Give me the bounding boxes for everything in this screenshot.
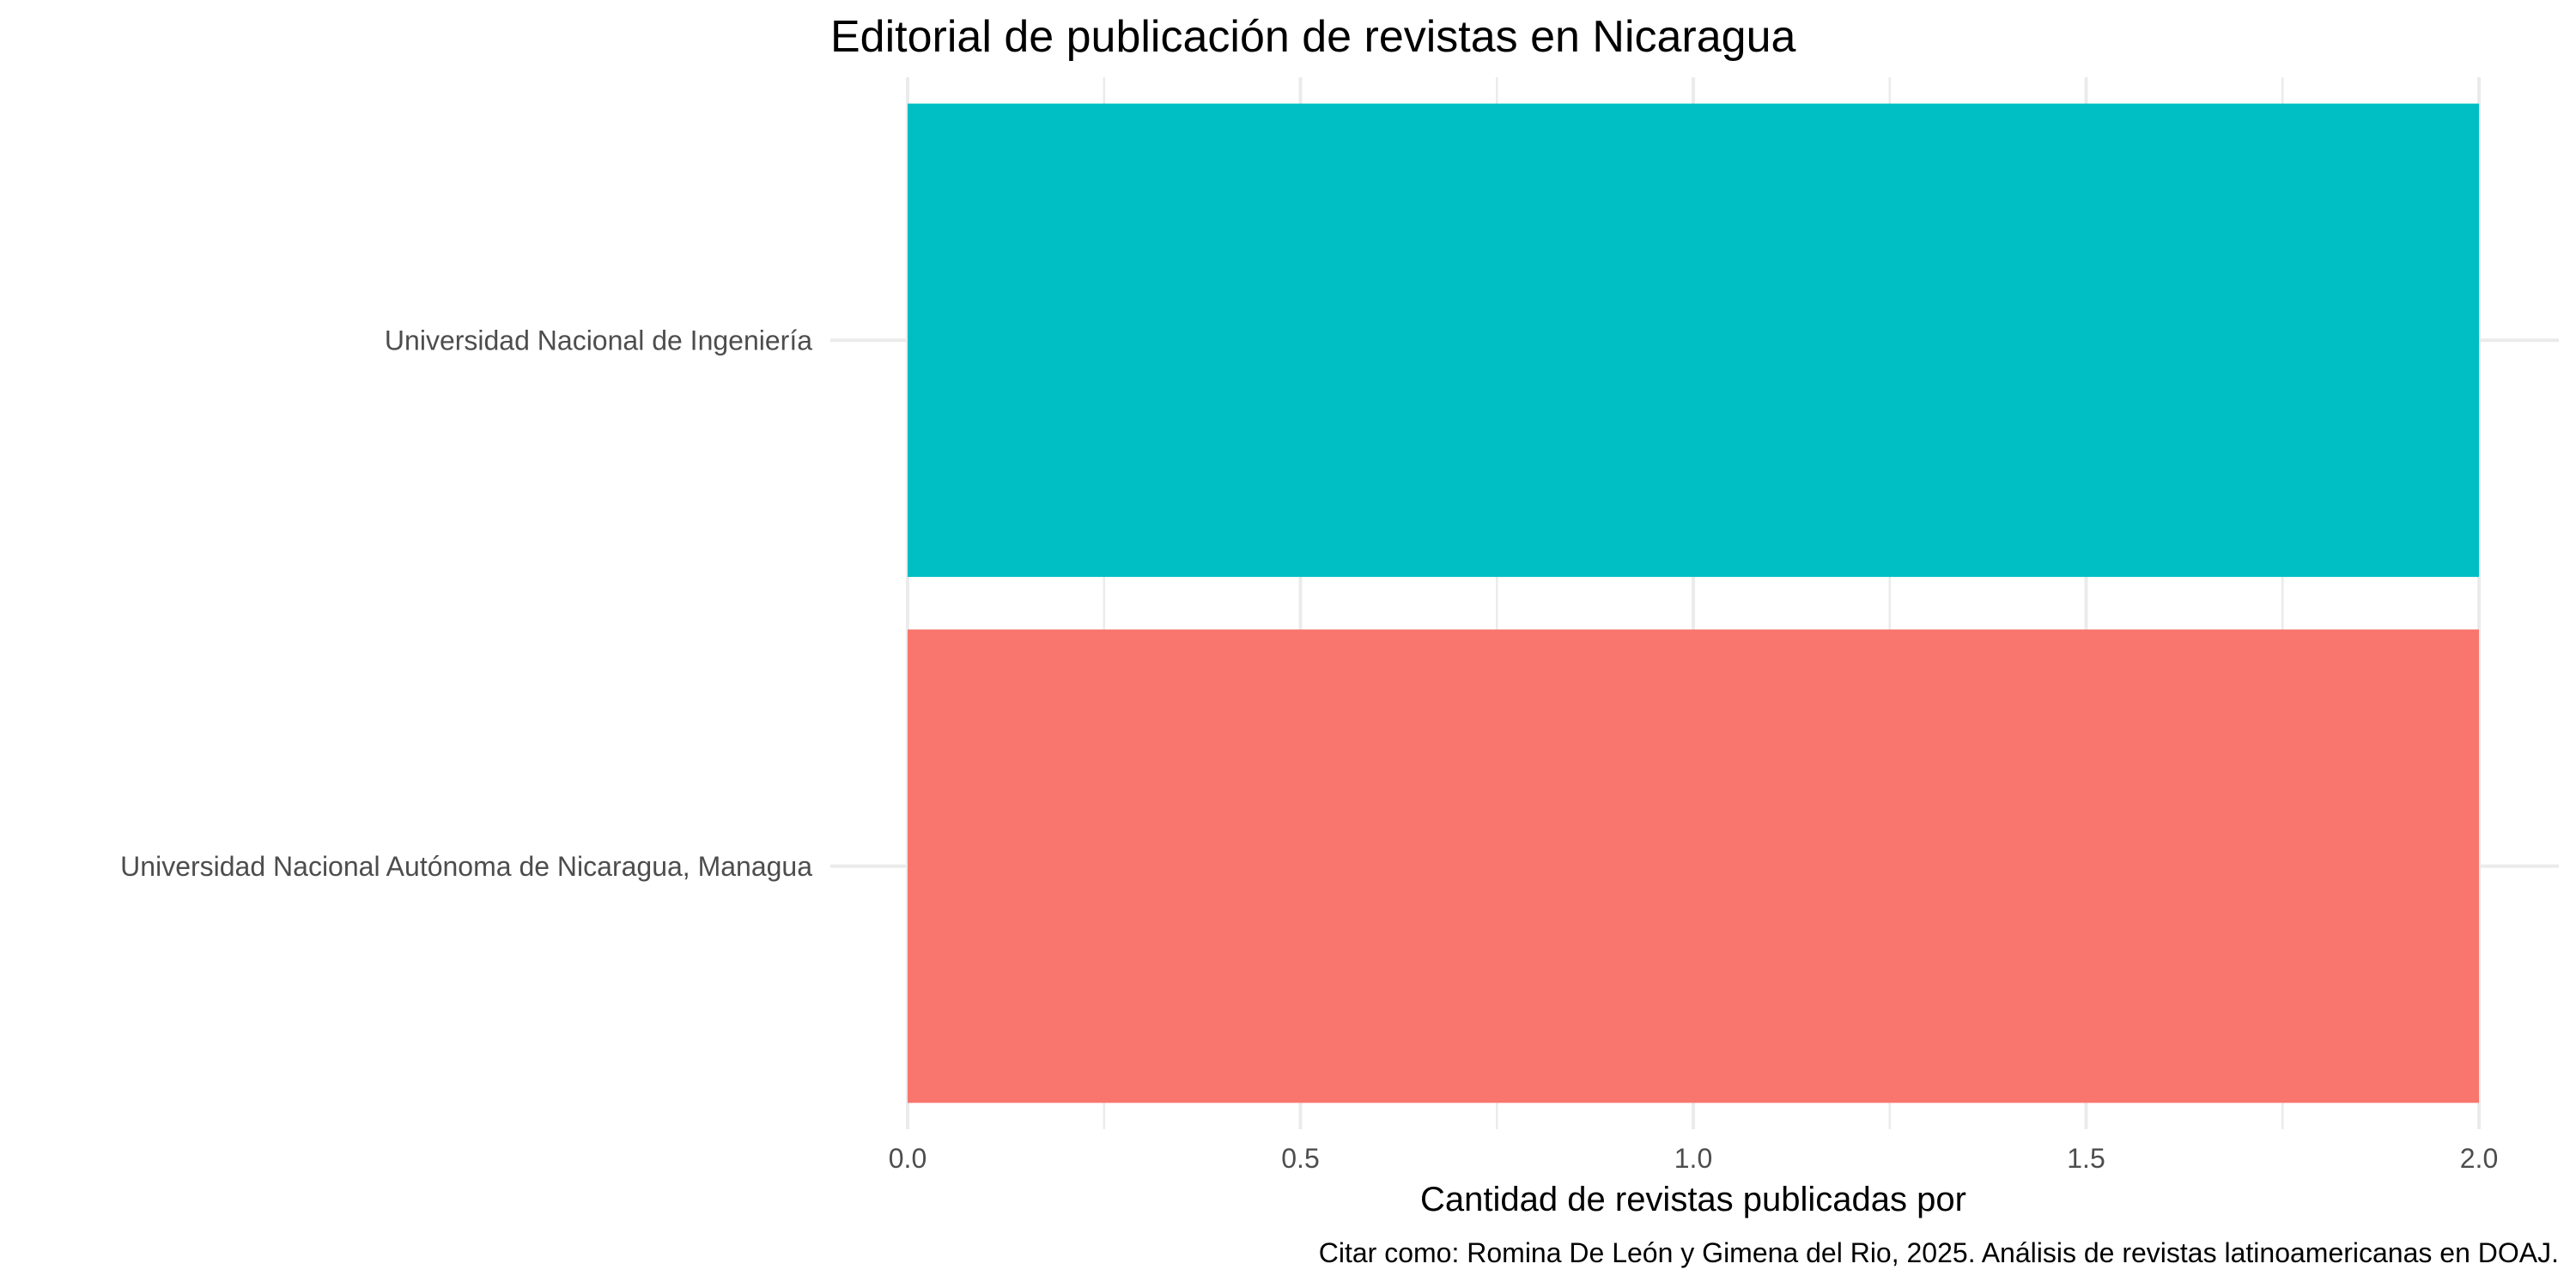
chart-caption: Citar como: Romina De León y Gimena del … bbox=[1319, 1237, 2559, 1268]
y-tick-label: Universidad Nacional de Ingeniería bbox=[385, 325, 812, 355]
bar bbox=[908, 103, 2479, 577]
y-axis-tick-labels: Universidad Nacional de Ingeniería Univer… bbox=[120, 325, 812, 882]
bar bbox=[908, 629, 2479, 1103]
x-axis-tick-labels: 0.0 0.5 1.0 1.5 2.0 bbox=[889, 1143, 2498, 1174]
x-tick-label: 1.5 bbox=[2067, 1143, 2105, 1174]
x-tick-label: 0.0 bbox=[889, 1143, 927, 1174]
x-axis-title: Cantidad de revistas publicadas por bbox=[1420, 1181, 1966, 1218]
x-tick-label: 2.0 bbox=[2460, 1143, 2498, 1174]
x-tick-label: 0.5 bbox=[1281, 1143, 1319, 1174]
chart-title: Editorial de publicación de revistas en … bbox=[830, 12, 1796, 62]
bars bbox=[908, 103, 2479, 1103]
y-tick-label: Universidad Nacional Autónoma de Nicarag… bbox=[120, 851, 812, 882]
x-tick-label: 1.0 bbox=[1674, 1143, 1712, 1174]
